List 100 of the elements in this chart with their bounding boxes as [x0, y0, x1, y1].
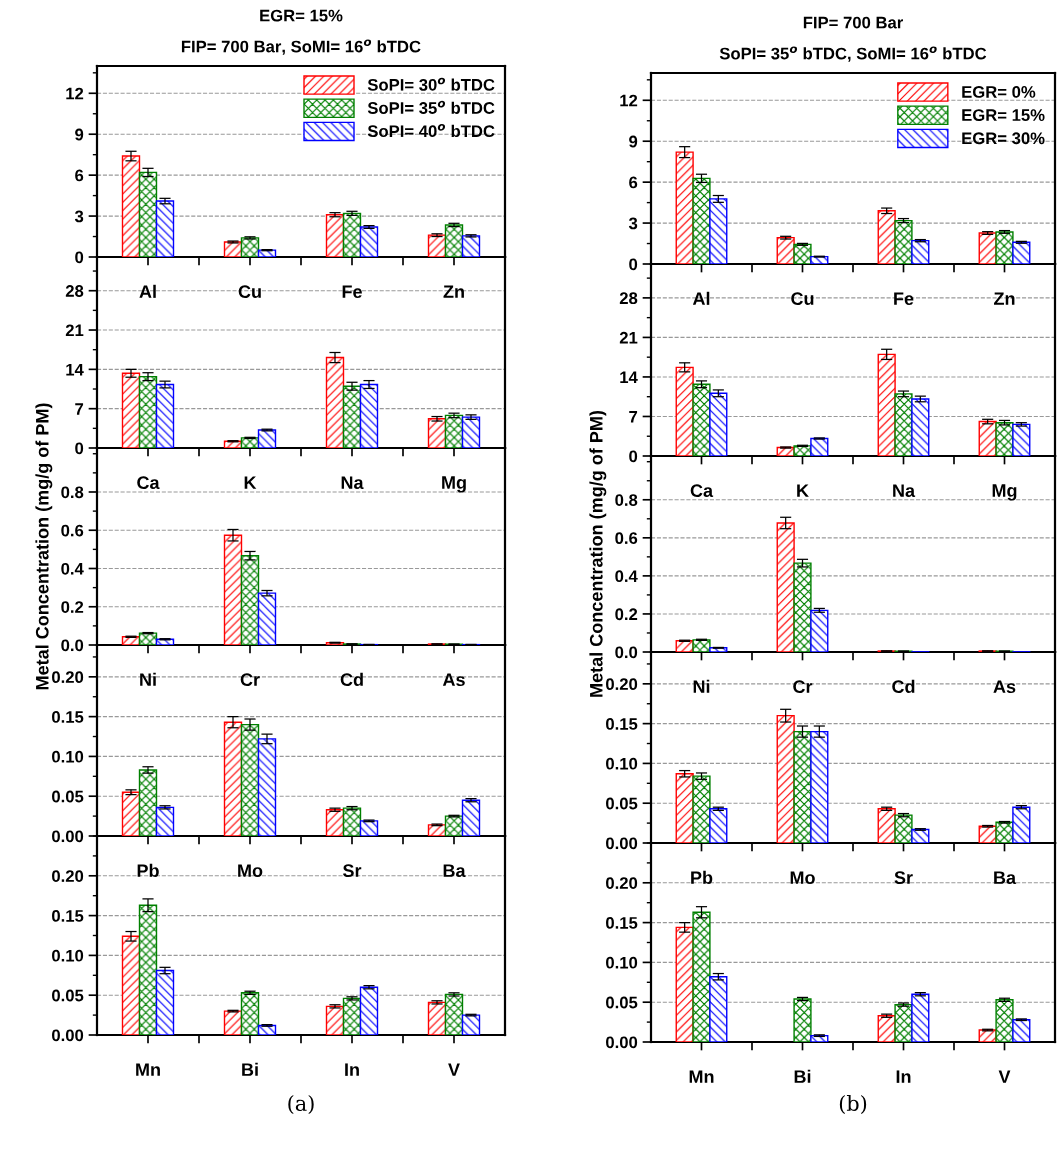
x-tick-label: As [993, 680, 1016, 694]
chart-title: FIP= 700 Bar [803, 16, 904, 29]
y-tick-label: 3 [628, 217, 638, 230]
y-tick-label: 0.00 [606, 837, 638, 850]
y-tick-label: 0.4 [61, 562, 84, 575]
x-tick-label: Pb [137, 863, 159, 878]
x-tick-label: As [442, 673, 465, 687]
x-tick-label: Bi [242, 1062, 258, 1076]
x-tick-label: Pb [691, 870, 713, 885]
y-tick-label: 6 [75, 169, 84, 182]
x-tick-label: Cu [238, 285, 261, 299]
y-tick-label: 6 [629, 176, 638, 189]
x-tick-label: Mo [238, 864, 263, 878]
x-tick-label: Mg [442, 476, 466, 493]
y-tick-label: 0.20 [606, 678, 638, 691]
x-tick-label: Ca [137, 476, 160, 490]
y-tick-label: 0.10 [606, 757, 638, 770]
x-tick-label: Fe [342, 285, 362, 299]
y-tick-label: 12 [620, 94, 638, 107]
y-tick-label: 0.4 [615, 570, 638, 583]
x-tick-label: Sr [342, 864, 362, 878]
y-tick-label: 0.8 [61, 486, 84, 499]
y-tick-label: 3 [74, 210, 84, 223]
x-tick-label: Mn [689, 1070, 714, 1083]
x-tick-label: K [797, 484, 809, 497]
x-tick-label: Zn [994, 292, 1015, 305]
x-tick-label: Mg [992, 484, 1017, 501]
y-tick-label: 0.15 [52, 910, 84, 922]
y-tick-label: 0.20 [606, 877, 638, 889]
y-tick-label: 9 [75, 128, 84, 141]
x-tick-label: Mn [136, 1063, 160, 1076]
y-tick-label: 0.8 [615, 494, 638, 506]
y-tick-label: 0.15 [606, 917, 638, 929]
legend-label: EGR= 30% [962, 132, 1045, 145]
y-tick-label: 0.05 [606, 797, 638, 810]
x-tick-label: In [896, 1070, 911, 1083]
y-tick-label: 12 [66, 87, 84, 100]
x-tick-label: Ni [693, 679, 710, 693]
y-tick-label: 0.2 [615, 608, 638, 621]
y-tick-label: 0.2 [61, 601, 84, 613]
text: (a) [288, 1094, 314, 1114]
legend-label: EGR= 0% [962, 86, 1036, 98]
x-tick-label: Bi [794, 1069, 811, 1083]
chart-title: EGR= 15% [260, 9, 343, 22]
y-axis-title: Metal Concentration (mg/g of PM) [35, 403, 53, 690]
y-tick-label: 0.00 [52, 1029, 84, 1042]
x-tick-label: Mo [790, 871, 815, 885]
legend-label: EGR= 15% [962, 109, 1045, 121]
y-tick-label: 0.6 [615, 532, 638, 545]
y-tick-label: 0.10 [52, 750, 84, 763]
chart-subtitle: FIP= 700 Bar, SoMI= 16$^{o}$ bTDC [181, 39, 421, 55]
y-tick-label: 14 [620, 371, 638, 383]
y-tick-label: 0.15 [606, 718, 638, 730]
legend-label: SoPI= 35$^{o}$ bTDC [367, 100, 495, 114]
y-tick-label: 0 [629, 258, 638, 271]
x-tick-label: Cd [892, 679, 915, 694]
x-tick-label: Ba [443, 864, 466, 878]
y-tick-label: 0.05 [52, 790, 84, 803]
x-tick-label: Na [893, 484, 916, 498]
x-tick-label: Cu [791, 292, 814, 306]
x-tick-label: V [448, 1063, 460, 1076]
x-tick-label: Cr [240, 673, 260, 687]
y-tick-label: 0.10 [606, 956, 638, 969]
y-tick-label: 28 [65, 285, 84, 297]
y-tick-label: 0.20 [52, 671, 84, 684]
y-tick-label: 0.00 [52, 830, 84, 843]
y-tick-label: 0.0 [61, 639, 84, 652]
y-tick-label: 21 [65, 324, 84, 337]
y-tick-label: 9 [629, 135, 638, 148]
x-tick-label: Na [341, 476, 364, 490]
y-tick-label: 0.00 [606, 1036, 638, 1049]
x-tick-label: Fe [894, 292, 914, 306]
x-tick-label: Cd [340, 672, 363, 687]
x-tick-label: Ni [140, 672, 156, 686]
y-tick-label: 0.0 [615, 646, 638, 659]
x-tick-label: V [998, 1070, 1011, 1083]
x-tick-label: Zn [443, 285, 464, 298]
y-tick-label: 14 [66, 363, 84, 376]
y-tick-label: 0.6 [61, 524, 84, 537]
chart-subtitle: SoPI= 35$^{o}$ bTDC, SoMI= 16$^{o}$ bTDC [719, 46, 987, 62]
y-tick-label: 0 [75, 442, 84, 455]
text: (b) [839, 1094, 867, 1114]
y-tick-label: 0.15 [52, 711, 84, 723]
y-tick-label: 0 [629, 450, 638, 463]
y-tick-label: 21 [619, 331, 638, 344]
x-tick-label: Sr [894, 871, 913, 885]
y-axis-title: Metal Concentration (mg/g of PM) [589, 410, 607, 697]
x-tick-label: In [345, 1063, 359, 1076]
y-tick-label: 0.05 [52, 989, 84, 1002]
y-tick-label: 0.05 [606, 996, 638, 1009]
x-tick-label: Ca [690, 484, 714, 498]
y-tick-label: 7 [75, 403, 84, 415]
legend-label: SoPI= 30$^{o}$ bTDC [367, 77, 495, 91]
y-tick-label: 0 [75, 251, 84, 264]
x-tick-label: Al [692, 291, 710, 305]
legend-label: SoPI= 40$^{o}$ bTDC [367, 124, 495, 138]
x-tick-label: K [244, 476, 257, 489]
x-tick-label: Ba [994, 871, 1017, 885]
x-tick-label: Al [139, 284, 156, 298]
y-tick-label: 0.20 [52, 870, 84, 882]
